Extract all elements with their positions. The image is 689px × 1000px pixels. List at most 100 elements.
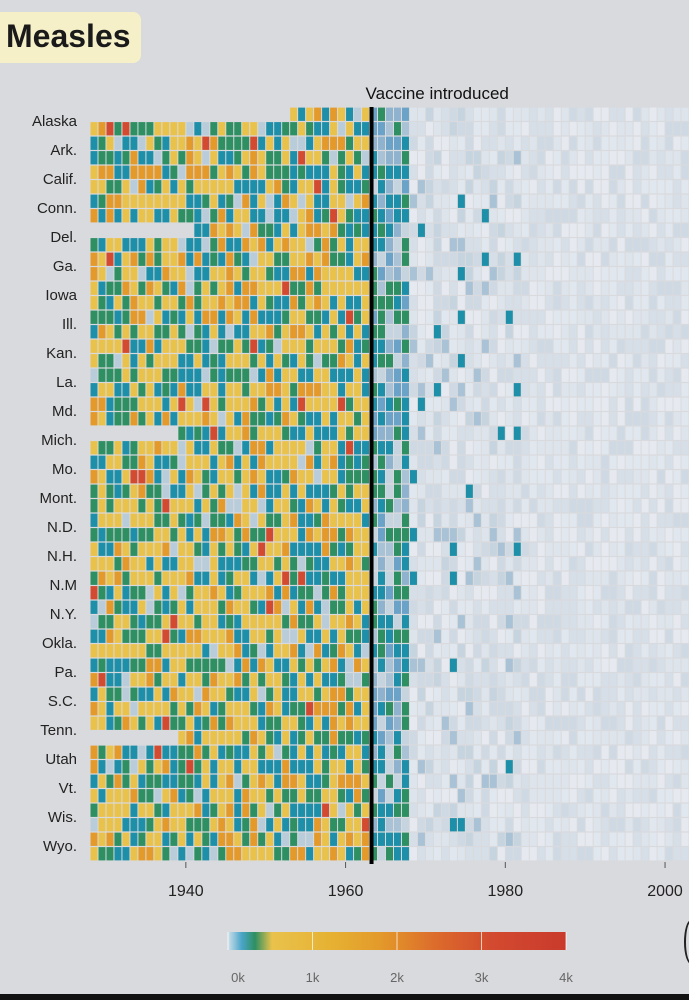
heatmap-cell	[266, 267, 274, 281]
heatmap-cell	[449, 774, 457, 788]
heatmap-cell	[338, 136, 346, 150]
heatmap-cell	[633, 658, 641, 672]
heatmap-cell	[338, 441, 346, 455]
heatmap-cell	[481, 832, 489, 846]
heatmap-cell	[665, 180, 673, 194]
heatmap-cell	[641, 165, 649, 179]
heatmap-cell	[617, 412, 625, 426]
heatmap-cell	[585, 513, 593, 527]
heatmap-cell	[569, 803, 577, 817]
heatmap-cell	[457, 252, 465, 266]
heatmap-cell	[681, 847, 689, 861]
heatmap-cell	[186, 412, 194, 426]
heatmap-cell	[497, 760, 505, 774]
heatmap-cell	[250, 455, 258, 469]
heatmap-cell	[218, 354, 226, 368]
heatmap-cell	[473, 267, 481, 281]
heatmap-cell	[521, 180, 529, 194]
heatmap-cell	[242, 470, 250, 484]
heatmap-cell	[98, 412, 106, 426]
heatmap-cell	[481, 122, 489, 136]
heatmap-cell	[521, 368, 529, 382]
heatmap-cell	[617, 789, 625, 803]
heatmap-cell	[393, 441, 401, 455]
heatmap-cell	[593, 354, 601, 368]
heatmap-cell	[441, 397, 449, 411]
heatmap-cell	[593, 441, 601, 455]
heatmap-cell	[657, 571, 665, 585]
heatmap-cell	[186, 368, 194, 382]
heatmap-cell	[298, 615, 306, 629]
heatmap-cell	[162, 716, 170, 730]
heatmap-cell	[242, 673, 250, 687]
heatmap-cell	[657, 238, 665, 252]
heatmap-cell	[553, 412, 561, 426]
heatmap-cell	[106, 368, 114, 382]
heatmap-cell	[441, 296, 449, 310]
heatmap-cell	[609, 383, 617, 397]
heatmap-cell	[665, 455, 673, 469]
heatmap-cell	[641, 615, 649, 629]
heatmap-cell	[505, 252, 513, 266]
heatmap-cell	[210, 397, 218, 411]
heatmap-cell	[481, 803, 489, 817]
heatmap-cell	[521, 194, 529, 208]
heatmap-cell	[354, 731, 362, 745]
heatmap-cell	[146, 600, 154, 614]
heatmap-cell	[306, 571, 314, 585]
heatmap-cell	[266, 687, 274, 701]
heatmap-cell	[505, 745, 513, 759]
heatmap-cell	[569, 644, 577, 658]
heatmap-cell	[537, 151, 545, 165]
heatmap-cell	[593, 325, 601, 339]
heatmap-cell	[649, 832, 657, 846]
heatmap-cell	[290, 281, 298, 295]
heatmap-cell	[98, 745, 106, 759]
heatmap-cell	[545, 557, 553, 571]
heatmap-cell	[178, 818, 186, 832]
heatmap-cell	[425, 803, 433, 817]
heatmap-cell	[481, 180, 489, 194]
heatmap-cell	[521, 673, 529, 687]
heatmap-cell	[649, 441, 657, 455]
heatmap-cell	[417, 383, 425, 397]
heatmap-cell	[202, 310, 210, 324]
heatmap-cell	[513, 107, 521, 121]
heatmap-cell	[617, 209, 625, 223]
heatmap-cell	[585, 122, 593, 136]
heatmap-cell	[298, 310, 306, 324]
heatmap-cell	[178, 731, 186, 745]
heatmap-cell	[617, 571, 625, 585]
heatmap-cell	[681, 267, 689, 281]
heatmap-cell	[641, 296, 649, 310]
heatmap-cell	[386, 600, 393, 614]
heatmap-cell	[162, 803, 170, 817]
heatmap-cell	[625, 658, 633, 672]
heatmap-cell	[673, 658, 681, 672]
heatmap-cell	[170, 397, 178, 411]
heatmap-cell	[90, 513, 98, 527]
heatmap-cell	[338, 832, 346, 846]
heatmap-cell	[322, 687, 330, 701]
heatmap-cell	[457, 731, 465, 745]
heatmap-cell	[306, 397, 314, 411]
heatmap-cell	[641, 136, 649, 150]
heatmap-cell	[242, 310, 250, 324]
heatmap-cell	[146, 325, 154, 339]
heatmap-cell	[409, 832, 417, 846]
heatmap-cell	[521, 223, 529, 237]
heatmap-cell	[433, 455, 441, 469]
heatmap-cell	[202, 644, 210, 658]
heatmap-cell	[481, 296, 489, 310]
heatmap-cell	[529, 499, 537, 513]
heatmap-cell	[234, 687, 242, 701]
heatmap-cell	[314, 267, 322, 281]
heatmap-cell	[481, 528, 489, 542]
heatmap-cell	[186, 644, 194, 658]
heatmap-cell	[314, 673, 322, 687]
heatmap-cell	[378, 774, 386, 788]
heatmap-cell	[386, 470, 393, 484]
heatmap-cell	[529, 571, 537, 585]
heatmap-cell	[681, 600, 689, 614]
heatmap-cell	[298, 165, 306, 179]
